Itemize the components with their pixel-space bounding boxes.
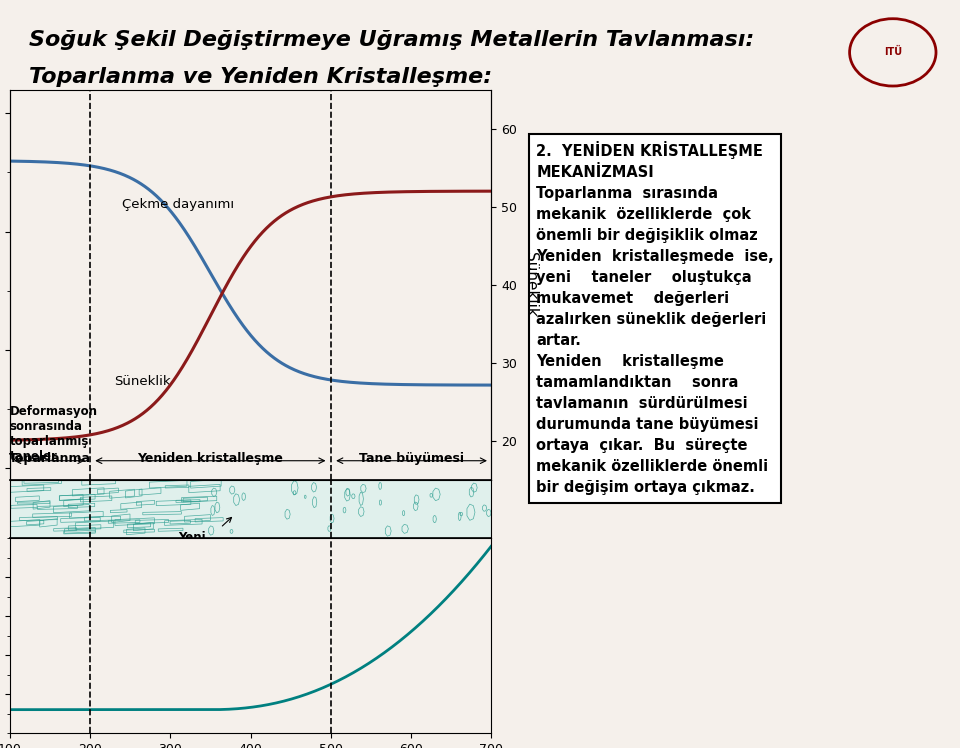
Text: Tane büyümesi: Tane büyümesi xyxy=(359,453,464,465)
Text: Deformasyon
sonrasında
toparlanmış
taneler: Deformasyon sonrasında toparlanmış tanel… xyxy=(10,405,98,463)
Text: Yeni
taneler: Yeni taneler xyxy=(179,518,231,559)
Text: Toparlanma ve Yeniden Kristalleşme:: Toparlanma ve Yeniden Kristalleşme: xyxy=(29,67,492,88)
Text: Toparlanma: Toparlanma xyxy=(9,453,91,465)
Text: Çekme dayanımı: Çekme dayanımı xyxy=(122,198,234,211)
Y-axis label: Süneklik: Süneklik xyxy=(523,252,538,317)
Text: Soğuk Şekil Değiştirmeye Uğramış Metallerin Tavlanması:: Soğuk Şekil Değiştirmeye Uğramış Metalle… xyxy=(29,30,754,50)
Text: Süneklik: Süneklik xyxy=(114,375,171,388)
Text: 2.  YENİDEN KRİSTALLEŞME
MEKANİZMASI
Toparlanma  sırasında
mekanik  özelliklerde: 2. YENİDEN KRİSTALLEŞME MEKANİZMASI Topa… xyxy=(537,141,774,495)
Text: Yeniden kristalleşme: Yeniden kristalleşme xyxy=(137,453,283,465)
Text: ITÜ: ITÜ xyxy=(884,47,901,58)
